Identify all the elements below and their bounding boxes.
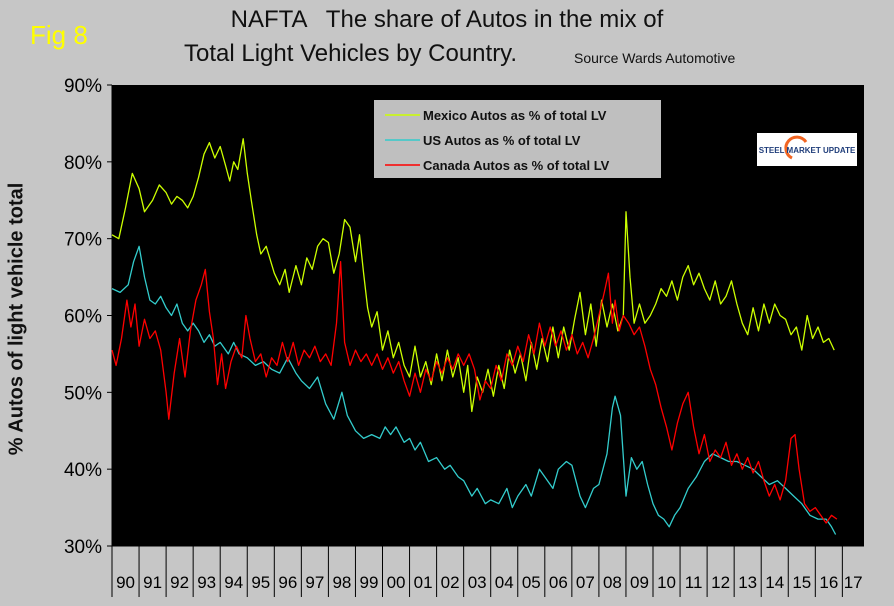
y-axis: 30% 40% 50% 60% 70% 80% 90% [64, 76, 113, 558]
chart-title-line-1: NAFTA The share of Autos in the mix of [230, 6, 664, 33]
chart-title-line-2: Total Light Vehicles by Country. [184, 40, 518, 67]
x-tick-label: 13 [738, 573, 757, 592]
y-tick-label: 50% [64, 383, 102, 404]
x-tick-label: 17 [844, 573, 863, 592]
x-tick-label: 00 [387, 573, 406, 592]
x-tick-label: 93 [197, 573, 216, 592]
x-tick-label: 04 [495, 573, 514, 592]
x-tick-label: 10 [657, 573, 676, 592]
series-line-us [111, 245, 837, 535]
figure-number: Fig 8 [30, 20, 88, 50]
y-tick-label: 90% [64, 76, 102, 97]
x-tick-label: 09 [630, 573, 649, 592]
series-line-mexico [111, 138, 835, 413]
y-tick-label: 40% [64, 460, 102, 481]
series-line-canada [111, 261, 838, 524]
chart-source: Source Wards Automotive [574, 50, 736, 66]
legend: Mexico Autos as % of total LV US Autos as… [374, 100, 661, 178]
steel-market-update-logo: STEEL MARKET UPDATE [757, 133, 857, 166]
x-tick-label: 02 [441, 573, 460, 592]
x-tick-label: 98 [332, 573, 351, 592]
legend-label-us: US Autos as % of total LV [423, 133, 581, 148]
legend-box [374, 100, 661, 178]
x-tick-label: 90 [116, 573, 135, 592]
x-tick-label: 91 [143, 573, 162, 592]
series-layer [111, 138, 838, 535]
x-tick-label: 11 [685, 573, 703, 592]
logo-swoosh-icon [784, 135, 808, 160]
x-tick-label: 96 [278, 573, 297, 592]
x-tick-label: 07 [576, 573, 595, 592]
x-tick-label: 01 [414, 573, 433, 592]
x-tick-label: 14 [765, 573, 784, 592]
x-tick-label: 16 [819, 573, 838, 592]
legend-label-mexico: Mexico Autos as % of total LV [423, 108, 607, 123]
x-axis: 90 91 92 93 94 95 96 97 98 99 00 01 02 03 04 05 06 07 08 09… [111, 545, 864, 597]
x-tick-label: 05 [522, 573, 541, 592]
logo-background [757, 133, 857, 166]
x-tick-label: 06 [549, 573, 568, 592]
legend-label-canada: Canada Autos as % of total LV [423, 158, 610, 173]
x-tick-label: 97 [305, 573, 324, 592]
x-tick-label: 12 [711, 573, 730, 592]
y-tick-label: 80% [64, 153, 102, 174]
logo-text: STEEL MARKET UPDATE [759, 146, 856, 155]
y-tick-label: 70% [64, 230, 102, 251]
x-tick-label: 99 [360, 573, 379, 592]
x-tick-label: 95 [251, 573, 270, 592]
x-tick-label: 92 [170, 573, 189, 592]
x-tick-label: 94 [224, 573, 243, 592]
x-tick-label: 03 [468, 573, 487, 592]
x-tick-label: 08 [603, 573, 622, 592]
x-tick-label: 15 [792, 573, 811, 592]
y-tick-label: 60% [64, 307, 102, 328]
y-tick-label: 30% [64, 537, 102, 558]
